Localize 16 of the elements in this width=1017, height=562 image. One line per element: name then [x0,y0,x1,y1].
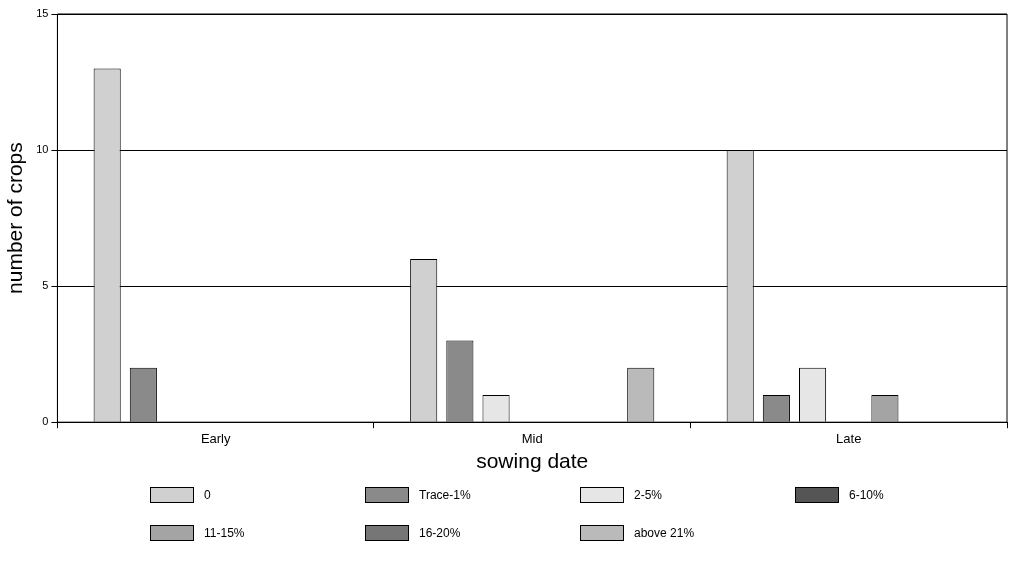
legend-label: 0 [204,488,211,502]
y-axis-title: number of crops [3,142,27,294]
x-tick-label: Late [836,430,862,446]
x-tick-label: Mid [521,430,543,446]
y-tick-label: 5 [42,279,49,292]
legend-label: 6-10% [849,488,884,502]
legend-label: 11-15% [204,526,245,540]
legend-label: 16-20% [419,526,461,540]
legend-label: above 21% [634,526,695,540]
legend-label: 2-5% [634,488,663,502]
x-axis-title: sowing date [476,449,589,473]
x-tick-label: Early [200,430,231,446]
y-tick-label: 0 [42,415,49,428]
y-tick-label: 15 [36,7,49,20]
legend-label: Trace-1% [419,488,471,502]
y-tick-label: 10 [36,143,49,156]
